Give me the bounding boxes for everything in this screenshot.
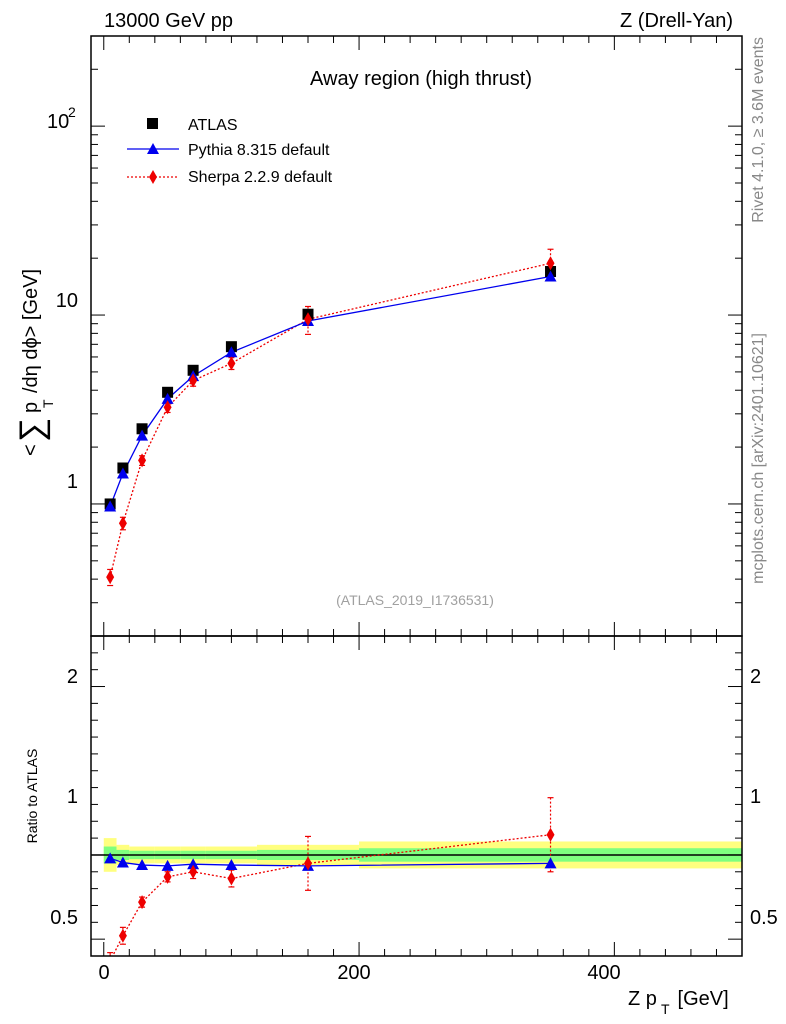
x-label-sub-t: T [661,1001,670,1017]
ratio-axis-ticks [91,636,743,956]
y-tick-label-1: 1 [67,471,78,493]
ratio-pythia-point [136,859,149,871]
atlas-point [136,423,148,435]
ratio-y-label: Ratio to ATLAS [24,749,40,844]
legend: ATLAS Pythia 8.315 default Sherpa 2.2.9 … [127,117,333,186]
ratio-pythia-point [544,857,557,869]
legend-atlas-marker [147,118,158,129]
main-plot-area [104,248,557,587]
ratio-sherpa-point [118,928,127,943]
ratio-y-tick-right-0.5: 0.5 [750,907,778,929]
sherpa-point [138,453,147,468]
ratio-y-tick-1: 1 [67,786,78,808]
pythia-point [225,346,238,358]
main-axis-ticks [91,35,743,637]
x-label-zp: Z p [628,988,657,1010]
main-y-label: < ∑ p T /dη dϕ> [GeV] [13,269,56,456]
rivet-label: Rivet 4.1.0, ≥ 3.6M events [750,37,767,223]
header-right: Z (Drell-Yan) [620,10,733,32]
ratio-y-tick-0.5: 0.5 [50,907,78,929]
y-tick-label-100-base: 10 [47,111,69,133]
pythia-point [544,270,557,282]
ratio-pythia-point [187,858,200,870]
legend-atlas-label: ATLAS [188,117,238,134]
ratio-frame [90,635,743,957]
ratio-y-tick-2: 2 [67,666,78,688]
sherpa-point [106,570,115,585]
sherpa-point [163,400,172,415]
ratio-y-tick-right-1: 1 [750,786,761,808]
ratio-sherpa-point [163,869,172,884]
ratio-sherpa-point [189,864,198,879]
main-title: Away region (high thrust) [310,68,532,90]
x-axis-label: Z p T [GeV] [628,988,729,1017]
y-tick-label-100-exponent: 2 [68,104,76,120]
sherpa-line [109,262,551,578]
ratio-pythia-point [225,859,238,871]
atlas-point [162,386,174,398]
sherpa-point [227,356,236,371]
legend-sherpa-marker [149,170,157,184]
y-label-sub-t: T [40,399,56,408]
pythia-point [104,500,117,512]
x-tick-0: 0 [98,962,109,984]
ratio-y-tick-right-2: 2 [750,666,761,688]
ratio-pythia-point [116,856,129,868]
y-tick-label-10: 10 [56,290,78,312]
legend-pythia-marker [147,143,159,154]
x-tick-200: 200 [337,962,370,984]
ratio-plot-area [91,797,742,956]
y-label-p: p [20,402,42,413]
legend-pythia-label: Pythia 8.315 default [188,142,330,159]
pythia-line [109,275,551,507]
ratio-sherpa-point [227,871,236,886]
ratio-sherpa-point [304,856,312,871]
ratio-pythia-point [161,859,174,871]
legend-sherpa-label: Sherpa 2.2.9 default [188,169,333,186]
sherpa-point [304,312,312,327]
x-tick-400: 400 [587,962,620,984]
y-label-lt: < [20,444,42,456]
y-label-sum: ∑ [13,418,51,442]
sherpa-point [189,373,198,388]
analysis-watermark: (ATLAS_2019_I1736531) [336,592,494,608]
pythia-point [161,392,174,404]
ratio-sherpa-point [138,895,147,910]
legend-entry-sherpa: Sherpa 2.2.9 default [127,169,333,186]
legend-entry-atlas: ATLAS [147,117,238,134]
header-left: 13000 GeV pp [104,10,233,32]
legend-entry-pythia: Pythia 8.315 default [127,142,330,159]
pythia-point [116,467,129,479]
y-label-rest: /dη dϕ> [GeV] [20,269,42,393]
mcplots-label: mcplots.cern.ch [arXiv:2401.10621] [750,333,767,584]
ratio-pythia-point [104,852,117,864]
x-label-unit: [GeV] [672,988,729,1010]
pythia-point [136,429,149,441]
sherpa-point [118,516,127,531]
sherpa-point [546,256,555,271]
ratio-sherpa-point [546,827,555,842]
